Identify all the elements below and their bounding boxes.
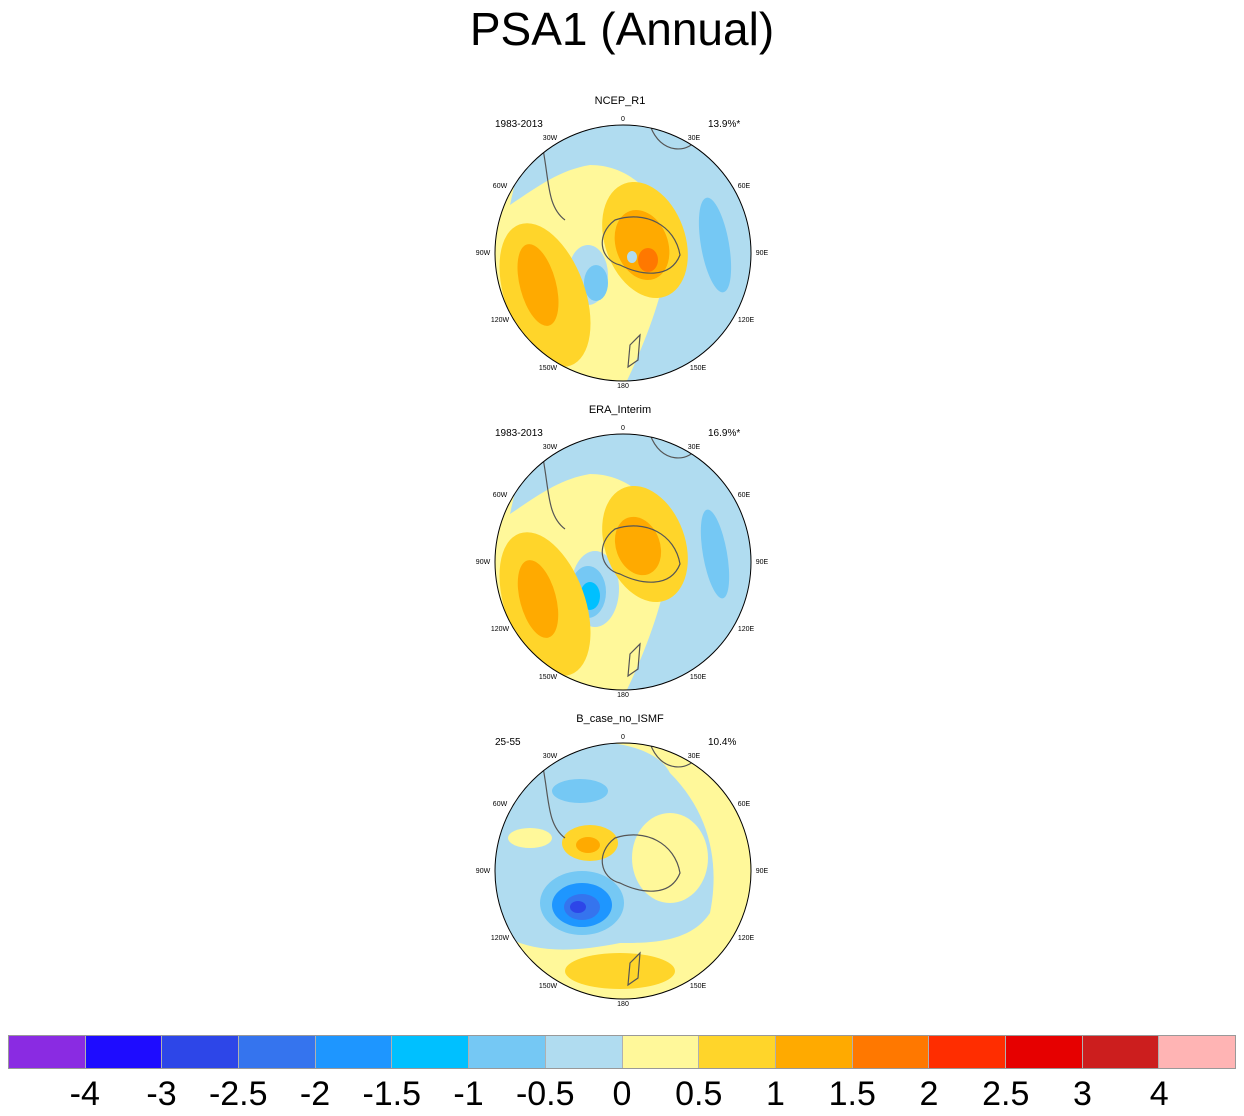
lon-label: 150E [690, 365, 707, 372]
colorbar-box [929, 1036, 1006, 1068]
colorbar-box [239, 1036, 316, 1068]
lon-label: 60W [493, 183, 508, 190]
panel-title: NCEP_R1 [594, 95, 646, 107]
lon-label: 60E [738, 801, 751, 808]
lon-label: 0 [621, 116, 625, 123]
lon-label: 60E [738, 183, 751, 190]
panel-period: 1983-2013 [495, 119, 543, 130]
lon-label: 90E [756, 868, 769, 875]
colorbar-label: -0.5 [515, 1075, 575, 1113]
lon-label: 120W [491, 626, 510, 633]
lon-label: 120W [491, 935, 510, 942]
colorbar-box [85, 1036, 163, 1068]
colorbar-label: 1.5 [828, 1075, 876, 1113]
lon-label: 150W [539, 365, 558, 372]
colorbar-label: 2 [919, 1075, 939, 1113]
lon-label: 90E [756, 559, 769, 566]
colorbar-box [622, 1036, 700, 1068]
lon-label: 150E [690, 983, 707, 990]
colorbar-label: 2.5 [982, 1075, 1030, 1113]
lon-label: 30W [543, 444, 558, 451]
lon-label: 30W [543, 753, 558, 760]
lon-label: 30E [688, 444, 701, 451]
polar-map: 0 30E 60E 90E 120E 150E 180 150W 120W 90… [476, 116, 769, 390]
colorbar-box [545, 1036, 623, 1068]
panel-title: ERA_Interim [588, 404, 652, 416]
lon-label: 180 [617, 1001, 629, 1008]
lon-label: 150W [539, 983, 558, 990]
map-panel-b-case-no-ismf: B_case_no_ISMF 25-55 10.4% 0 30E 60E 90E… [470, 713, 770, 1013]
lon-label: 60E [738, 492, 751, 499]
lon-label: 30E [688, 753, 701, 760]
panel-period: 1983-2013 [495, 428, 543, 439]
lon-label: 30E [688, 135, 701, 142]
colorbar-label: -1.5 [362, 1075, 422, 1113]
colorbar-box [9, 1036, 86, 1068]
panel-variance: 16.9%* [708, 428, 741, 439]
panel-variance: 10.4% [708, 737, 737, 748]
colorbar-label: 0 [612, 1075, 632, 1113]
lon-label: 120W [491, 317, 510, 324]
panel-title: B_case_no_ISMF [576, 713, 664, 725]
lon-label: 180 [617, 383, 629, 390]
colorbar-label: -2 [299, 1075, 331, 1113]
polar-map: 0 30E 60E 90E 120E 150E 180 150W 120W 90… [476, 425, 769, 699]
colorbar-box [315, 1036, 393, 1068]
map-panel-ncep-r1: NCEP_R1 1983-2013 13.9%* 0 30E 60E 90E 1… [470, 95, 770, 395]
colorbar-box [1082, 1036, 1160, 1068]
lon-label: 90W [476, 868, 491, 875]
colorbar-label: -4 [69, 1075, 100, 1113]
colorbar-labels: -4 -3 -2.5 -2 -1.5 -1 -0.5 0 0.5 1 1.5 2 2.5 3 4 [0, 1074, 1244, 1114]
lon-label: 0 [621, 425, 625, 432]
lon-label: 60W [493, 801, 508, 808]
lon-label: 120E [738, 935, 755, 942]
lon-label: 90E [756, 250, 769, 257]
figure-title: PSA1 (Annual) [469, 3, 775, 55]
colorbar-label: 4 [1149, 1075, 1169, 1113]
panel-period: 25-55 [495, 737, 521, 748]
colorbar-box [699, 1036, 776, 1068]
colorbar-label: -2.5 [208, 1075, 268, 1113]
lon-label: 60W [493, 492, 508, 499]
panel-variance: 13.9%* [708, 119, 741, 130]
colorbar-box [852, 1036, 930, 1068]
lon-label: 90W [476, 559, 491, 566]
colorbar-box [1005, 1036, 1083, 1068]
colorbar-box [162, 1036, 240, 1068]
colorbar-label: 0.5 [675, 1075, 723, 1113]
lon-label: 120E [738, 626, 755, 633]
lon-label: 120E [738, 317, 755, 324]
colorbar-box [469, 1036, 546, 1068]
lon-label: 30W [543, 135, 558, 142]
colorbar [8, 1035, 1236, 1069]
colorbar-box [775, 1036, 853, 1068]
colorbar-label: -3 [146, 1075, 177, 1113]
colorbar-box [1159, 1036, 1235, 1068]
lon-label: 180 [617, 692, 629, 699]
lon-label: 0 [621, 734, 625, 741]
map-panel-era-interim: ERA_Interim 1983-2013 16.9%* 0 30E 60E 9… [470, 404, 770, 704]
polar-map: 0 30E 60E 90E 120E 150E 180 150W 120W 90… [476, 734, 769, 1008]
colorbar-label: 1 [766, 1075, 785, 1113]
colorbar-box [392, 1036, 470, 1068]
colorbar-label: -1 [453, 1075, 484, 1113]
lon-label: 150E [690, 674, 707, 681]
lon-label: 150W [539, 674, 558, 681]
lon-label: 90W [476, 250, 491, 257]
colorbar-label: 3 [1073, 1075, 1092, 1113]
